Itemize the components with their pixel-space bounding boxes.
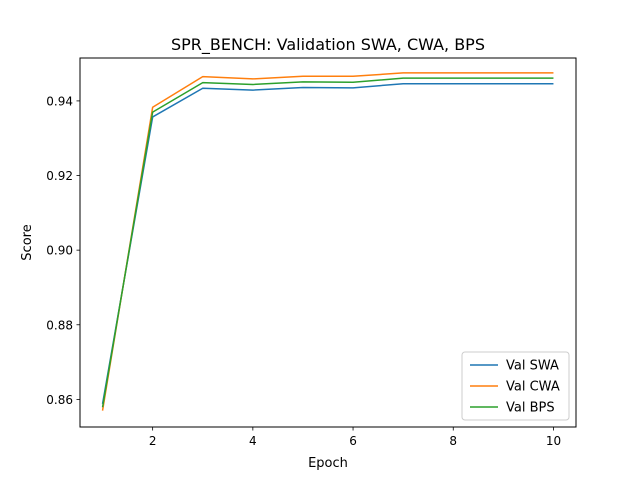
y-axis-label: Score — [20, 224, 35, 260]
x-tick-label: 4 — [249, 434, 257, 448]
x-axis: 2 4 6 8 10 — [149, 427, 561, 448]
plot-frame — [79, 57, 577, 428]
y-tick-label: 0.94 — [46, 94, 73, 108]
legend-box — [461, 351, 570, 421]
legend: Val SWA Val CWA Val BPS — [461, 351, 570, 421]
legend-label: Val SWA — [506, 359, 559, 374]
y-tick-label: 0.88 — [46, 318, 73, 332]
x-tick-label: 6 — [349, 434, 357, 448]
legend-label: Val BPS — [506, 401, 555, 416]
y-tick-label: 0.92 — [46, 169, 73, 183]
series-line-2 — [101, 72, 554, 411]
x-tick-label: 2 — [149, 434, 157, 448]
series-line-1 — [101, 82, 554, 404]
y-tick-label: 0.90 — [46, 244, 73, 258]
x-tick-label: 10 — [546, 434, 561, 448]
y-tick-label: 0.86 — [46, 393, 73, 407]
plot-lines — [101, 72, 554, 411]
series-line-3 — [101, 77, 554, 408]
x-axis-label: Epoch — [308, 456, 348, 471]
x-tick-label: 8 — [449, 434, 457, 448]
y-axis: 0.86 0.88 0.90 0.92 0.94 — [46, 94, 80, 407]
legend-label: Val CWA — [506, 380, 560, 395]
chart-title: SPR_BENCH: Validation SWA, CWA, BPS — [171, 35, 485, 55]
